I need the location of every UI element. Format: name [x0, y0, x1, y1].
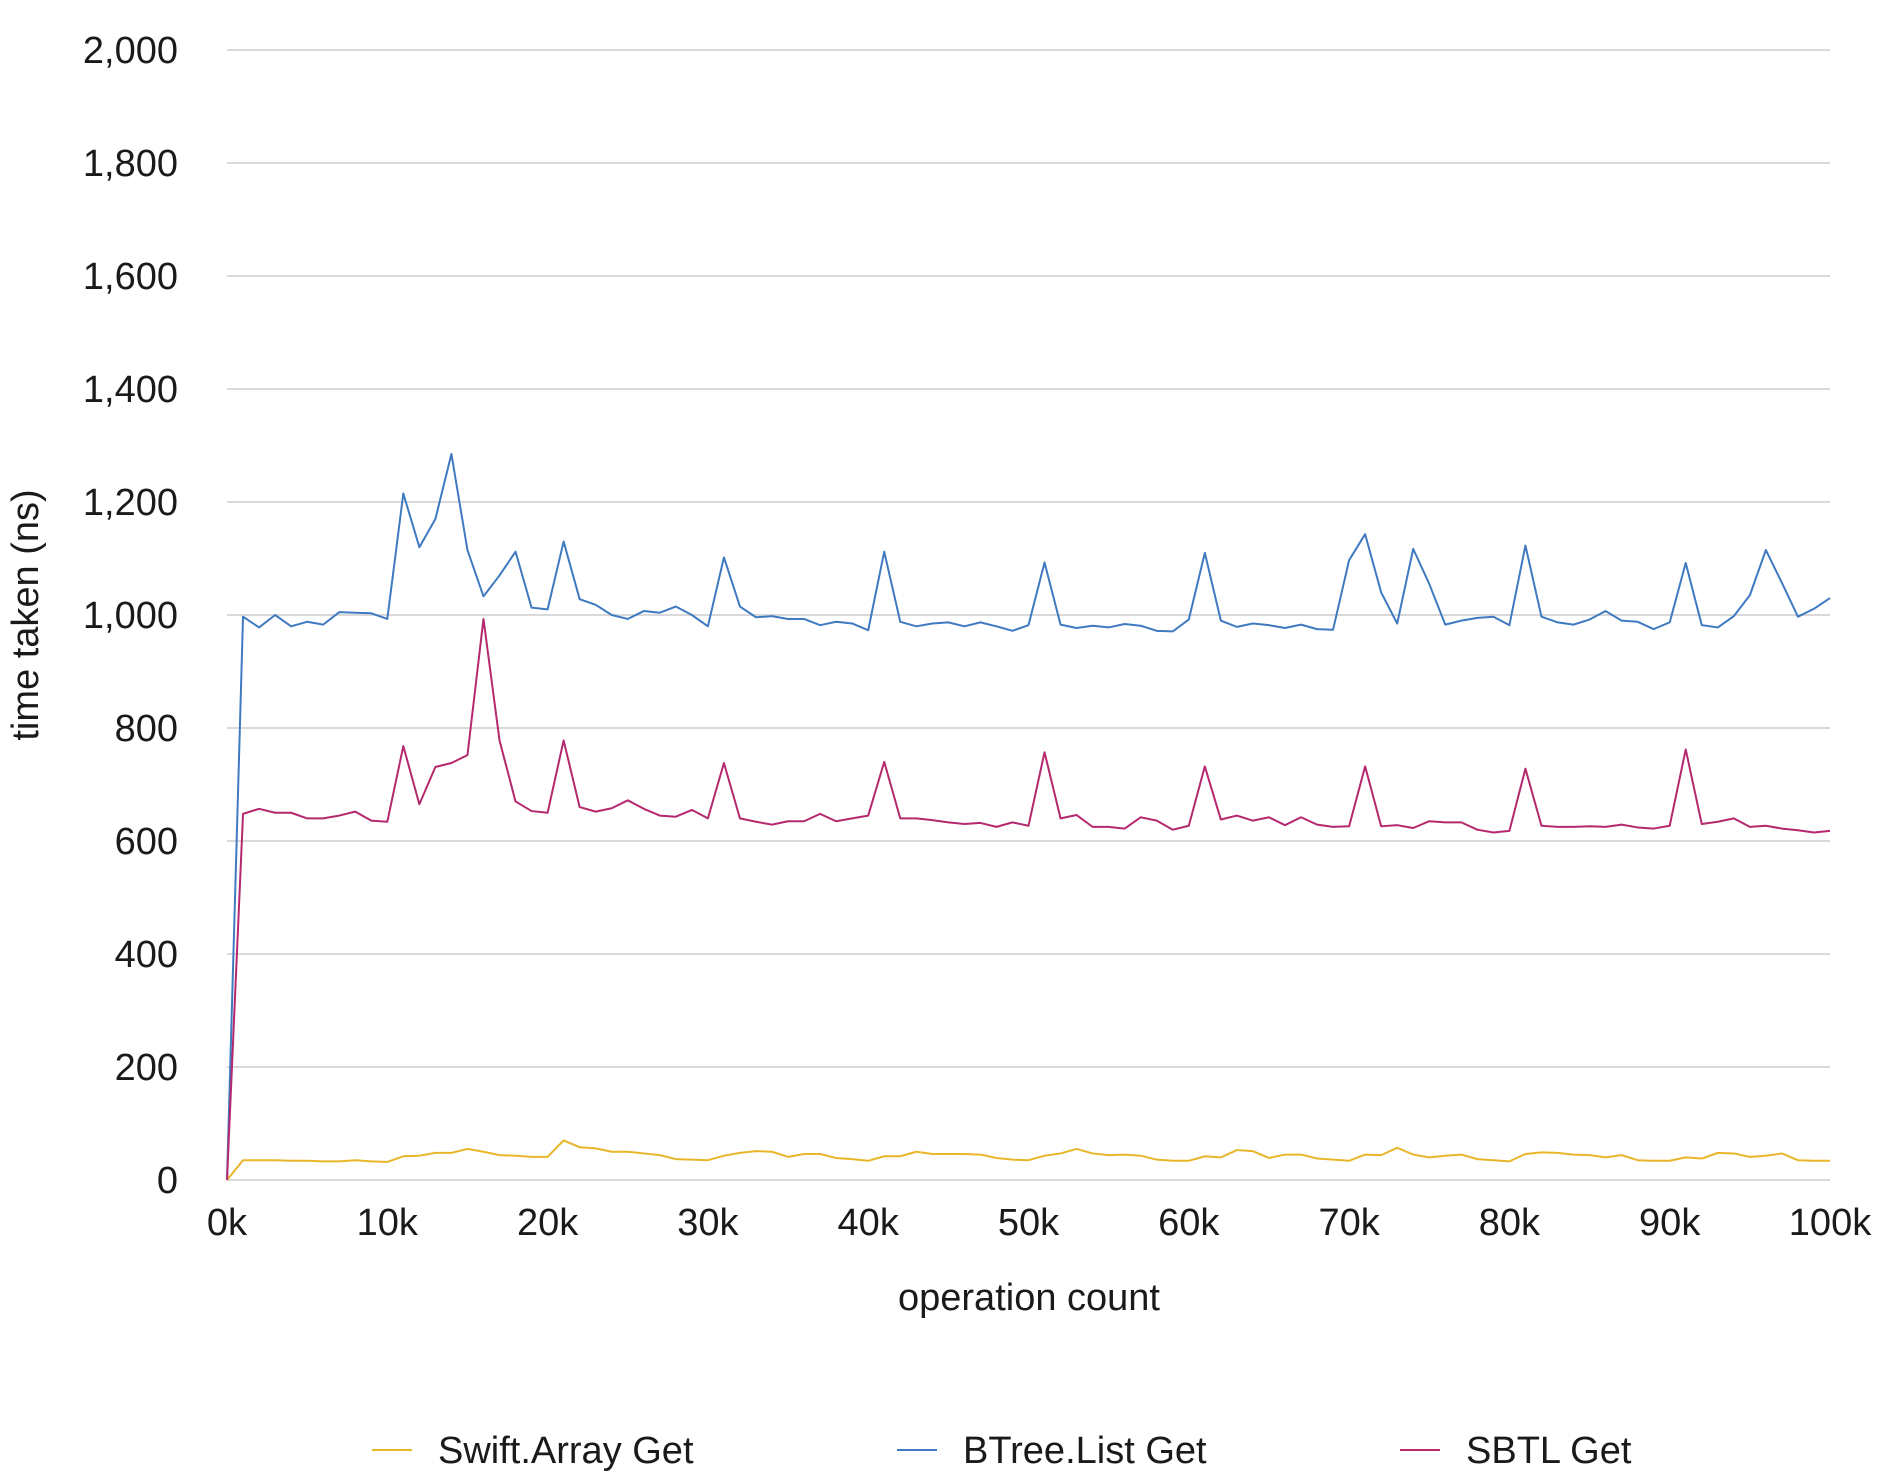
- x-axis-label: operation count: [898, 1277, 1160, 1319]
- y-tick-label: 800: [115, 708, 178, 750]
- x-tick-label: 90k: [1639, 1202, 1701, 1244]
- series-line-btree-list-get: [226, 452, 1831, 1181]
- x-tick-label: 100k: [1789, 1202, 1872, 1244]
- y-tick-label: 1,000: [83, 595, 178, 637]
- x-tick-label: 50k: [998, 1202, 1060, 1244]
- y-axis-label: time taken (ns): [5, 489, 47, 740]
- y-tick-label: 400: [115, 934, 178, 976]
- x-axis-ticks: 0k 10k 20k 30k 40k 50k 60k 70k 80k 90k 100k: [207, 1202, 1872, 1244]
- x-tick-label: 70k: [1318, 1202, 1380, 1244]
- y-tick-label: 1,800: [83, 143, 178, 185]
- y-tick-label: 200: [115, 1047, 178, 1089]
- y-tick-label: 1,200: [83, 482, 178, 524]
- x-tick-label: 60k: [1158, 1202, 1220, 1244]
- legend-item: Swift.Array Get: [372, 1430, 694, 1472]
- y-tick-label: 2,000: [83, 30, 178, 72]
- x-tick-label: 40k: [838, 1202, 900, 1244]
- y-axis-ticks: 0 200 400 600 800 1,000 1,200 1,400 1,600 1,800 2,…: [83, 30, 178, 1202]
- y-tick-label: 600: [115, 821, 178, 863]
- legend-item: SBTL Get: [1400, 1430, 1632, 1472]
- y-tick-label: 1,600: [83, 256, 178, 298]
- x-tick-label: 10k: [357, 1202, 419, 1244]
- legend: Swift.Array Get BTree.List Get SBTL Get: [372, 1430, 1632, 1472]
- x-tick-label: 80k: [1479, 1202, 1541, 1244]
- series-line-sbtl-get: [226, 617, 1831, 1181]
- x-tick-label: 0k: [207, 1202, 248, 1244]
- series-line-swift-array-get: [226, 1139, 1830, 1181]
- series-lines: [226, 452, 1831, 1181]
- legend-label: BTree.List Get: [963, 1430, 1207, 1472]
- y-tick-label: 1,400: [83, 369, 178, 411]
- legend-item: BTree.List Get: [897, 1430, 1207, 1472]
- x-tick-label: 20k: [517, 1202, 579, 1244]
- x-tick-label: 30k: [677, 1202, 739, 1244]
- legend-label: SBTL Get: [1466, 1430, 1632, 1472]
- gridlines: [227, 49, 1830, 1181]
- y-tick-label: 0: [157, 1160, 178, 1202]
- legend-label: Swift.Array Get: [438, 1430, 694, 1472]
